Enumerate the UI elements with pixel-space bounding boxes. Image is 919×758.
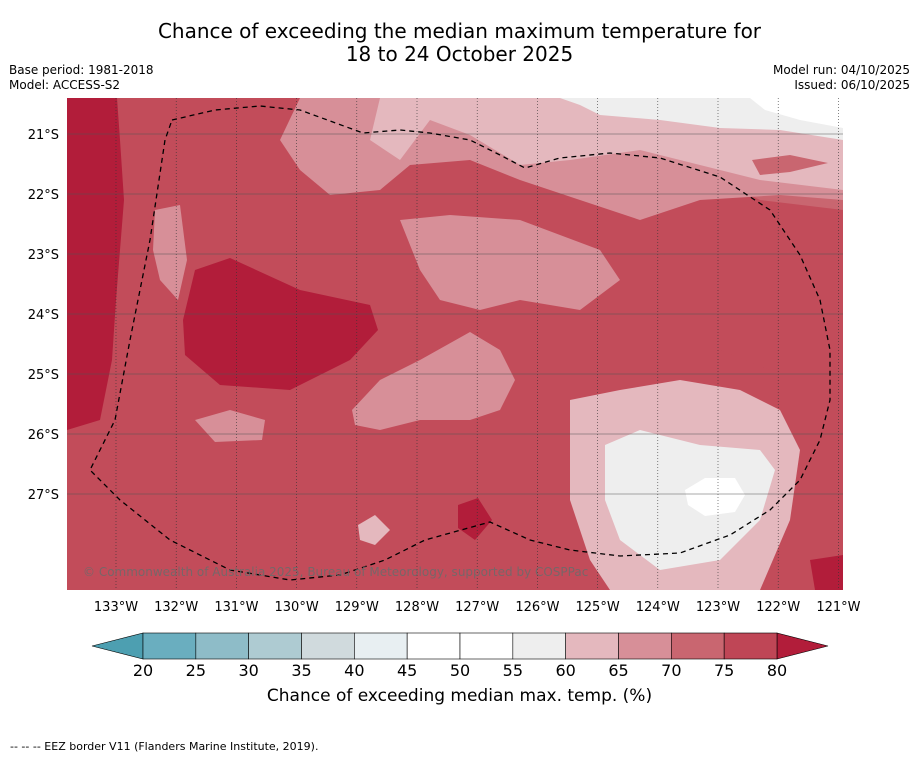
colorbar-swatch xyxy=(248,632,302,660)
issued-date: Issued: 06/10/2025 xyxy=(794,78,910,92)
probability-field xyxy=(67,98,843,590)
longitude-tick-label: 122°W xyxy=(756,600,800,615)
band-60-65-south xyxy=(352,332,515,430)
colorbar-swatch xyxy=(512,632,566,660)
colorbar-swatch xyxy=(354,632,408,660)
map-title-line1: Chance of exceeding the median maximum t… xyxy=(157,19,762,43)
colorbar-tick-label: 40 xyxy=(344,661,364,680)
band-55-60-sw xyxy=(358,515,390,545)
latitude-tick-label: 25°S xyxy=(28,368,59,383)
latitude-tick-label: 24°S xyxy=(28,308,59,323)
model-name: Model: ACCESS-S2 xyxy=(9,78,121,92)
longitude-tick-label: 121°W xyxy=(816,600,860,615)
colorbar-tick-label: 60 xyxy=(555,661,575,680)
longitude-tick-label: 129°W xyxy=(335,600,379,615)
colorbar-swatch xyxy=(671,632,725,660)
latitude-tick-label: 26°S xyxy=(28,428,59,443)
band-65-70-ne xyxy=(752,155,828,175)
band-70-75-east xyxy=(650,225,843,400)
band-60-65-centre xyxy=(400,215,620,310)
colorbar-tick-label: 80 xyxy=(767,661,787,680)
band-high-southeast xyxy=(810,555,843,590)
longitude-tick-label: 128°W xyxy=(395,600,439,615)
longitude-tick-label: 131°W xyxy=(214,600,258,615)
colorbar-tick-label: 65 xyxy=(608,661,628,680)
longitude-tick-label: 132°W xyxy=(154,600,198,615)
colorbar-swatch xyxy=(195,632,249,660)
latitude-tick-label: 21°S xyxy=(28,128,59,143)
colorbar-tick-label: 30 xyxy=(238,661,258,680)
colorbar-swatch xyxy=(142,632,197,660)
longitude-tick-label: 133°W xyxy=(94,600,138,615)
band-60-65-west xyxy=(153,205,187,300)
band-high-west xyxy=(67,98,124,430)
colorbar-tick-label: 35 xyxy=(291,661,311,680)
colorbar-tick-label: 55 xyxy=(503,661,523,680)
longitude-tick-label: 126°W xyxy=(515,600,559,615)
colorbar-tick-label: 70 xyxy=(661,661,681,680)
colorbar-tick-label: 50 xyxy=(450,661,470,680)
latitude-tick-label: 27°S xyxy=(28,488,59,503)
colorbar-swatch xyxy=(618,632,672,660)
colorbar-swatch xyxy=(565,632,619,660)
longitude-tick-label: 124°W xyxy=(636,600,680,615)
base-period: Base period: 1981-2018 xyxy=(9,63,154,77)
longitude-tick-label: 127°W xyxy=(455,600,499,615)
graticule xyxy=(67,98,843,590)
longitude-tick-label: 130°W xyxy=(275,600,319,615)
eez-border xyxy=(89,105,831,581)
band-45-50-southeast xyxy=(685,478,745,516)
colorbar-swatch xyxy=(301,632,355,660)
colorbar-swatch xyxy=(459,632,514,660)
eez-legend-note: -- -- -- EEZ border V11 (Flanders Marine… xyxy=(10,740,319,753)
colorbar-extend-high xyxy=(776,632,829,660)
latitude-labels: 21°S 22°S 23°S 24°S 25°S 26°S 27°S xyxy=(28,128,59,503)
colorbar-tick-label: 75 xyxy=(714,661,734,680)
band-high-blob xyxy=(183,258,378,390)
colorbar-swatch xyxy=(723,632,778,660)
model-run: Model run: 04/10/2025 xyxy=(772,63,910,77)
colorbar-tick-label: 45 xyxy=(397,661,417,680)
band-high-south xyxy=(458,498,492,540)
band-45-50-north xyxy=(750,98,843,128)
longitude-tick-label: 123°W xyxy=(696,600,740,615)
colorbar-tick-label: 20 xyxy=(133,661,153,680)
latitude-tick-label: 22°S xyxy=(28,188,59,203)
colorbar-tick-label: 25 xyxy=(186,661,206,680)
longitude-labels: 133°W 132°W 131°W 130°W 129°W 128°W 127°W 126°W… xyxy=(94,600,861,615)
colorbar: 20 25 30 35 40 45 50 55 60 65 70 75 80 xyxy=(91,632,829,680)
copyright-credit: © Commonwealth of Australia 2025, Bureau… xyxy=(83,565,589,579)
colorbar-label: Chance of exceeding median max. temp. (%… xyxy=(266,686,653,706)
colorbar-extend-low xyxy=(91,632,144,660)
latitude-tick-label: 23°S xyxy=(28,248,59,263)
map-title-line2: 18 to 24 October 2025 xyxy=(345,42,574,66)
longitude-tick-label: 125°W xyxy=(576,600,620,615)
colorbar-swatch xyxy=(406,632,461,660)
